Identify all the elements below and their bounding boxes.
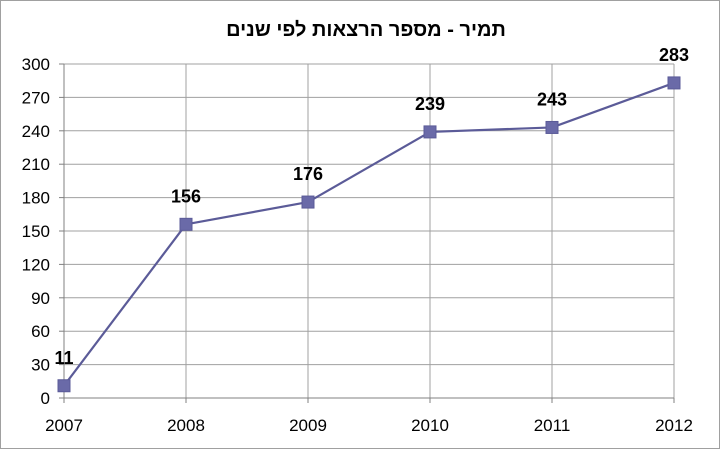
- data-label: 243: [537, 89, 567, 109]
- chart-title: תמיר - מספר הרצאות לפי שנים: [226, 19, 506, 41]
- grid-lines: [63, 63, 675, 398]
- data-label: 11: [54, 348, 73, 368]
- y-axis-tick-labels: 0 30 60 90 120 150 180 210 240 270 300: [22, 55, 50, 408]
- data-point-marker: [667, 76, 681, 90]
- x-tick-label: 2009: [289, 416, 327, 435]
- y-tick-label: 270: [22, 88, 50, 107]
- y-tick-label: 300: [22, 55, 50, 74]
- y-tick-label: 0: [41, 389, 50, 408]
- data-point-marker: [423, 125, 437, 139]
- y-tick-label: 60: [31, 322, 50, 341]
- axes: [59, 63, 675, 403]
- y-tick-label: 90: [31, 289, 50, 308]
- data-point-marker: [545, 120, 559, 134]
- y-tick-label: 150: [22, 222, 50, 241]
- series: [63, 81, 675, 387]
- data-point-marker: [57, 379, 71, 393]
- y-tick-label: 30: [31, 356, 50, 375]
- data-points: [57, 76, 681, 393]
- x-tick-label: 2008: [167, 416, 205, 435]
- y-tick-label: 240: [22, 122, 50, 141]
- data-point-marker: [301, 195, 315, 209]
- x-tick-label: 2011: [534, 416, 571, 435]
- data-point-marker: [179, 217, 193, 231]
- data-label: 176: [293, 164, 323, 184]
- x-tick-label: 2010: [411, 416, 449, 435]
- x-axis-tick-labels: 2007 2008 2009 2010 2011 2012: [45, 416, 693, 435]
- data-labels: 11 156 176 239 243 283: [54, 45, 689, 368]
- y-tick-label: 120: [22, 255, 50, 274]
- data-label: 283: [659, 45, 689, 65]
- x-tick-label: 2007: [45, 416, 83, 435]
- data-label: 239: [415, 94, 445, 114]
- data-label: 156: [171, 186, 201, 206]
- y-tick-label: 210: [22, 155, 50, 174]
- y-tick-label: 180: [22, 189, 50, 208]
- series-line: [63, 81, 675, 387]
- x-tick-label: 2012: [655, 416, 693, 435]
